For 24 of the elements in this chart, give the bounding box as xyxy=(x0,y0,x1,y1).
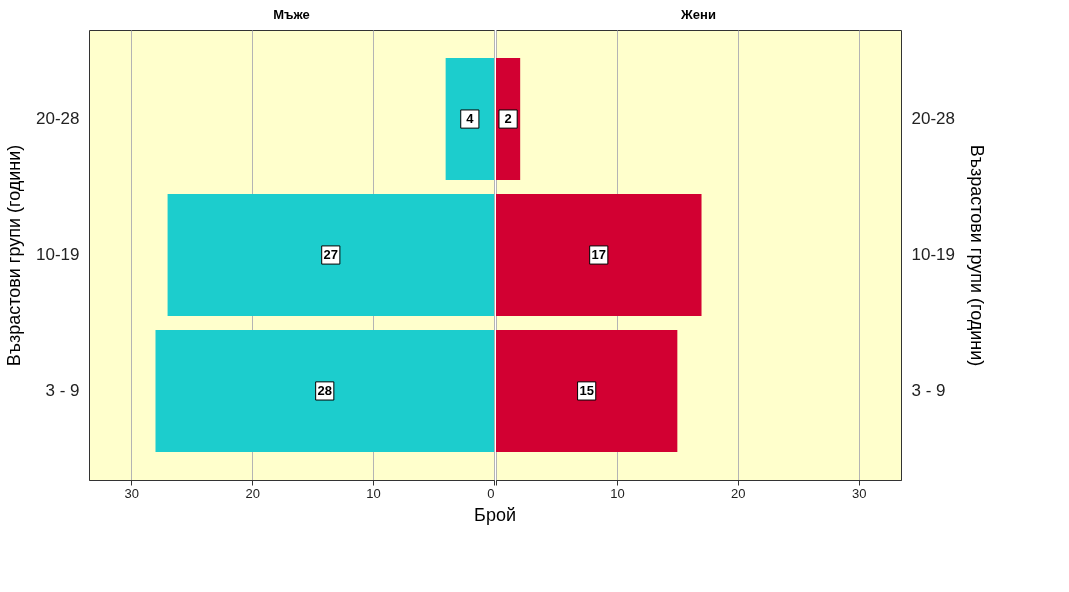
x-axis-title: Брой xyxy=(474,504,516,525)
y-tick-label: 20-28 xyxy=(911,109,955,129)
data-label: 15 xyxy=(579,382,594,398)
y-tick-label: 20-28 xyxy=(36,109,80,129)
x-tick-label: 30 xyxy=(124,485,140,501)
data-label: 28 xyxy=(317,382,332,398)
x-tick-label: 30 xyxy=(851,485,867,501)
data-label: 2 xyxy=(504,111,512,127)
x-tick-label: 10 xyxy=(610,485,625,501)
chart-title: Жени xyxy=(680,7,716,22)
y-tick-label: 3 - 9 xyxy=(45,380,80,400)
data-label: 4 xyxy=(466,111,475,127)
data-label: 27 xyxy=(323,247,339,262)
y-tick-label: 3 - 9 xyxy=(911,380,946,400)
x-tick-label: 20 xyxy=(245,485,260,501)
y-axis-title: Възрастови групи (години) xyxy=(4,144,25,367)
x-tick-label: 10 xyxy=(366,485,381,501)
y-tick-label: 10-19 xyxy=(36,245,80,264)
x-tick-label: 20 xyxy=(731,485,746,501)
chart-title: Мъже xyxy=(273,7,310,22)
y-axis-title: Възрастови групи (години) xyxy=(966,144,987,367)
x-tick-label: 0 xyxy=(487,485,495,501)
data-label: 17 xyxy=(591,247,606,262)
y-tick-label: 10-19 xyxy=(911,245,955,264)
